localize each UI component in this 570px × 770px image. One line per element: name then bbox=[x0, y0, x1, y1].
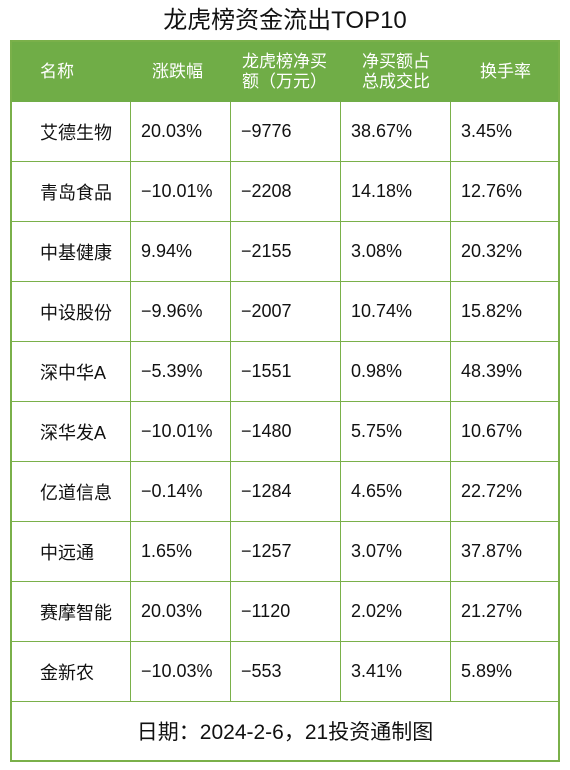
table-cell: −2208 bbox=[231, 162, 341, 222]
table-frame: 名称 涨跌幅 龙虎榜净买 额（万元） 净买额占 总成交比 换手率 艾德生物 20.03% −97… bbox=[10, 40, 560, 762]
table-cell: 20.03% bbox=[131, 102, 231, 162]
table-cell: 3.08% bbox=[341, 222, 451, 282]
table-cell: −1551 bbox=[231, 342, 341, 402]
stock-name-cell: 中基健康 bbox=[12, 222, 131, 282]
table-cell: 3.07% bbox=[341, 522, 451, 582]
table-cell: 9.94% bbox=[131, 222, 231, 282]
table-cell: −9776 bbox=[231, 102, 341, 162]
table-cell: 15.82% bbox=[451, 282, 558, 342]
column-header-line: 额（万元） bbox=[242, 72, 327, 91]
table-cell: −10.03% bbox=[131, 642, 231, 702]
table-cell: −1284 bbox=[231, 462, 341, 522]
column-header-label: 龙虎榜净买 额（万元） bbox=[242, 52, 327, 92]
chart-title: 龙虎榜资金流出TOP10 bbox=[163, 7, 407, 34]
table-header: 名称 涨跌幅 龙虎榜净买 额（万元） 净买额占 总成交比 换手率 bbox=[12, 42, 558, 102]
column-header: 净买额占 总成交比 bbox=[362, 42, 430, 102]
stock-name-cell: 赛摩智能 bbox=[12, 582, 131, 642]
table-row: 亿道信息 −0.14% −1284 4.65% 22.72% bbox=[12, 462, 558, 522]
table-row: 中远通 1.65% −1257 3.07% 37.87% bbox=[12, 522, 558, 582]
table-cell: 10.67% bbox=[451, 402, 558, 462]
table-cell: 3.45% bbox=[451, 102, 558, 162]
table-cell: −1480 bbox=[231, 402, 341, 462]
table-cell: 5.89% bbox=[451, 642, 558, 702]
table-cell: 12.76% bbox=[451, 162, 558, 222]
column-header: 涨跌幅 bbox=[152, 42, 203, 102]
table-cell: −553 bbox=[231, 642, 341, 702]
column-header: 龙虎榜净买 额（万元） bbox=[242, 42, 327, 102]
table-row: 赛摩智能 20.03% −1120 2.02% 21.27% bbox=[12, 582, 558, 642]
column-header-line: 龙虎榜净买 bbox=[242, 52, 327, 71]
table-row: 金新农 −10.03% −553 3.41% 5.89% bbox=[12, 642, 558, 702]
stock-name-cell: 艾德生物 bbox=[12, 102, 131, 162]
table-cell: −9.96% bbox=[131, 282, 231, 342]
stock-name-cell: 亿道信息 bbox=[12, 462, 131, 522]
column-header-label: 名称 bbox=[40, 62, 74, 82]
stock-name-cell: 青岛食品 bbox=[12, 162, 131, 222]
table-cell: −2155 bbox=[231, 222, 341, 282]
table-cell: 4.65% bbox=[341, 462, 451, 522]
table-cell: −1257 bbox=[231, 522, 341, 582]
table-cell: −0.14% bbox=[131, 462, 231, 522]
table-cell: 21.27% bbox=[451, 582, 558, 642]
table-row: 中基健康 9.94% −2155 3.08% 20.32% bbox=[12, 222, 558, 282]
table-row: 深华发A −10.01% −1480 5.75% 10.67% bbox=[12, 402, 558, 462]
column-header-line: 换手率 bbox=[480, 62, 531, 81]
table-row: 艾德生物 20.03% −9776 38.67% 3.45% bbox=[12, 102, 558, 162]
table-cell: 38.67% bbox=[341, 102, 451, 162]
table-row: 深中华A −5.39% −1551 0.98% 48.39% bbox=[12, 342, 558, 402]
column-header: 换手率 bbox=[480, 42, 531, 102]
table-cell: 37.87% bbox=[451, 522, 558, 582]
table-cell: −2007 bbox=[231, 282, 341, 342]
table-cell: 3.41% bbox=[341, 642, 451, 702]
stock-name-cell: 深中华A bbox=[12, 342, 131, 402]
stock-name-cell: 中设股份 bbox=[12, 282, 131, 342]
stock-name-cell: 中远通 bbox=[12, 522, 131, 582]
table-cell: 5.75% bbox=[341, 402, 451, 462]
stock-name-cell: 深华发A bbox=[12, 402, 131, 462]
table-cell: 0.98% bbox=[341, 342, 451, 402]
table-cell: −1120 bbox=[231, 582, 341, 642]
column-header-label: 换手率 bbox=[480, 62, 531, 82]
table-cell: −10.01% bbox=[131, 402, 231, 462]
stock-name-cell: 金新农 bbox=[12, 642, 131, 702]
table-cell: −5.39% bbox=[131, 342, 231, 402]
column-header-line: 涨跌幅 bbox=[152, 62, 203, 81]
column-header: 名称 bbox=[40, 42, 74, 102]
footer-note: 日期：2024-2-6，21投资通制图 bbox=[136, 721, 434, 744]
table-cell: 48.39% bbox=[451, 342, 558, 402]
table-cell: 1.65% bbox=[131, 522, 231, 582]
table-row: 青岛食品 −10.01% −2208 14.18% 12.76% bbox=[12, 162, 558, 222]
table-cell: 14.18% bbox=[341, 162, 451, 222]
column-header-line: 名称 bbox=[40, 62, 74, 81]
column-header-label: 涨跌幅 bbox=[152, 62, 203, 82]
table-row: 中设股份 −9.96% −2007 10.74% 15.82% bbox=[12, 282, 558, 342]
table-cell: 20.32% bbox=[451, 222, 558, 282]
table-cell: 20.03% bbox=[131, 582, 231, 642]
column-header-line: 总成交比 bbox=[362, 72, 430, 91]
table-cell: 2.02% bbox=[341, 582, 451, 642]
table-cell: 22.72% bbox=[451, 462, 558, 522]
table-cell: −10.01% bbox=[131, 162, 231, 222]
column-header-line: 净买额占 bbox=[362, 52, 430, 71]
column-header-label: 净买额占 总成交比 bbox=[362, 52, 430, 92]
table-cell: 10.74% bbox=[341, 282, 451, 342]
